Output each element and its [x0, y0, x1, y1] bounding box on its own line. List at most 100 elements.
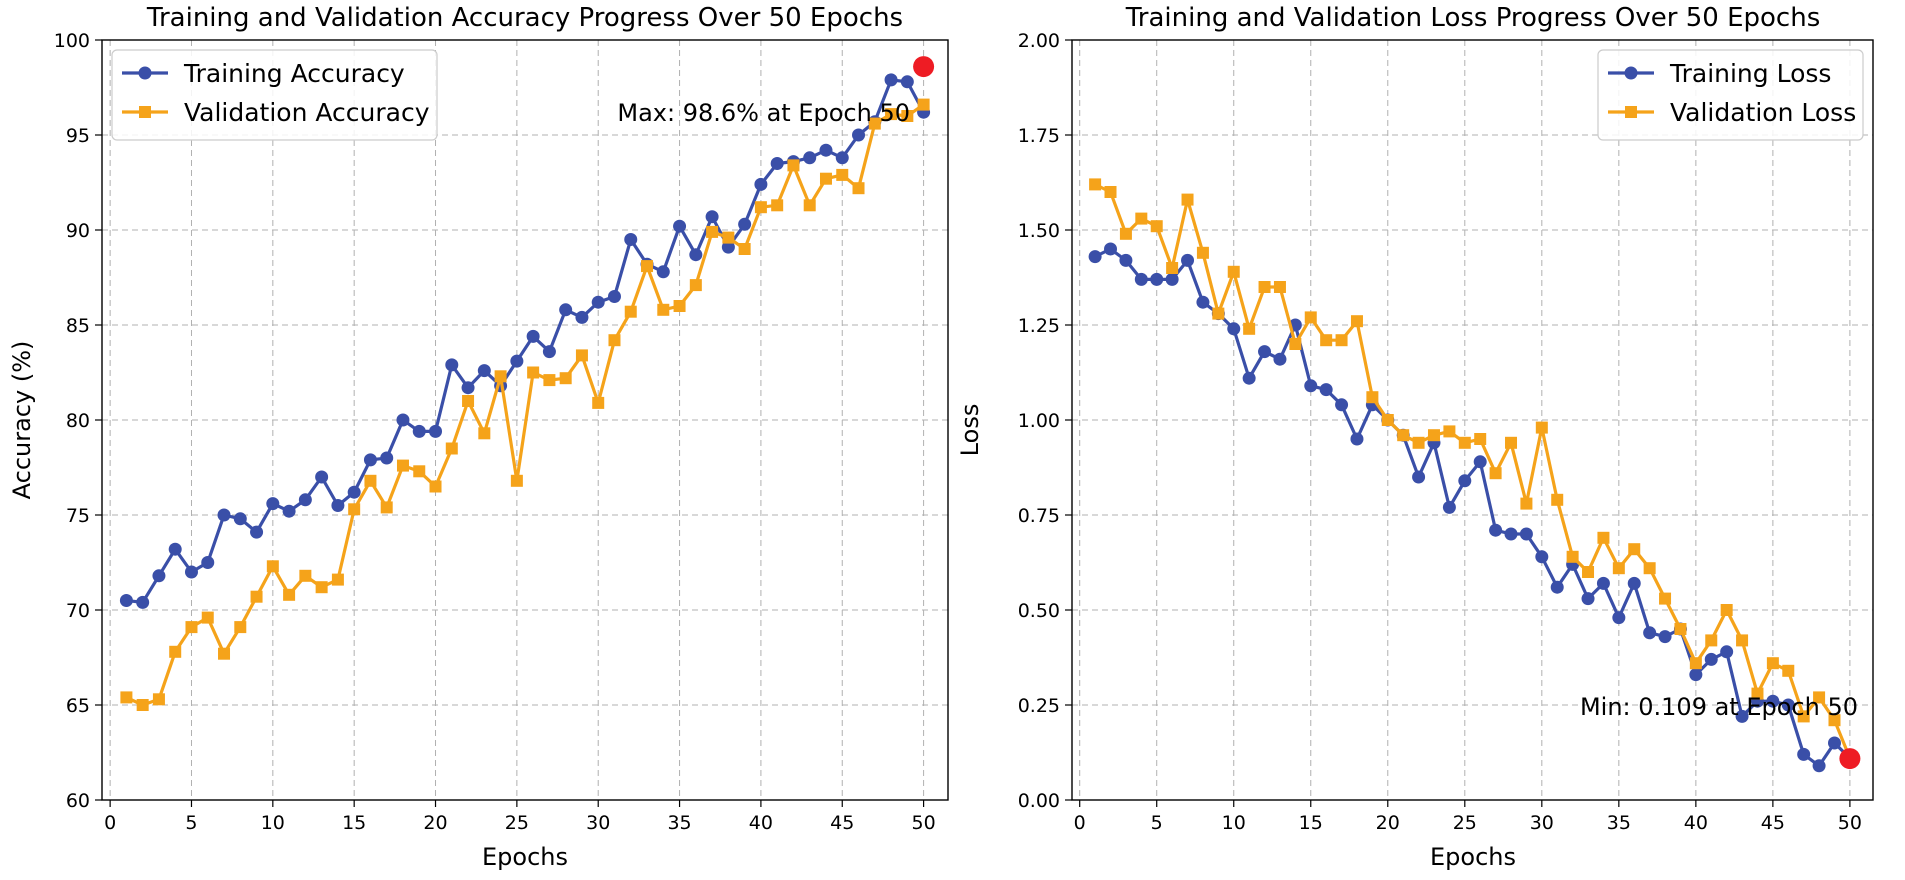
accuracy-validation-point [510, 474, 523, 487]
loss-validation-point [1782, 664, 1795, 677]
loss-y-tick-label: 0.00 [1018, 790, 1060, 812]
accuracy-validation-point [917, 98, 930, 111]
accuracy-y-tick-label: 75 [66, 505, 90, 527]
loss-legend-swatch-marker [1625, 106, 1637, 118]
loss-validation-point [1720, 604, 1733, 616]
accuracy-y-tick-label: 90 [66, 220, 90, 242]
loss-x-tick-label: 20 [1376, 812, 1400, 834]
loss-training-point [1489, 523, 1503, 537]
accuracy-legend-swatch-marker [139, 106, 151, 118]
loss-training-point [1827, 736, 1841, 750]
accuracy-x-tick-label: 5 [185, 812, 197, 834]
loss-training-point [1643, 626, 1657, 640]
loss-validation-point [1366, 391, 1379, 404]
accuracy-validation-point [689, 279, 702, 292]
loss-validation-point [1243, 322, 1256, 335]
accuracy-series-validation [120, 98, 930, 711]
accuracy-validation-point [429, 480, 442, 493]
accuracy-training-point [461, 381, 475, 395]
accuracy-validation-point [250, 590, 263, 603]
accuracy-validation-point [169, 645, 182, 658]
loss-training-point [1227, 322, 1241, 336]
loss-validation-point [1489, 467, 1502, 480]
loss-x-tick-label: 0 [1074, 812, 1086, 834]
accuracy-validation-point [608, 334, 621, 347]
accuracy-training-point [282, 504, 296, 518]
loss-validation-point [1289, 338, 1302, 350]
loss-training-point [1304, 379, 1318, 393]
loss-chart-title: Training and Validation Loss Progress Ov… [1125, 3, 1821, 33]
accuracy-validation-point [624, 305, 637, 318]
loss-validation-point [1227, 265, 1240, 278]
loss-validation-point [1813, 691, 1826, 704]
accuracy-legend-label: Training Accuracy [183, 59, 405, 88]
loss-validation-point [1135, 212, 1148, 225]
accuracy-grid [102, 39, 948, 801]
accuracy-validation-point [771, 199, 784, 212]
loss-y-tick-label: 0.50 [1018, 600, 1060, 622]
accuracy-training-point [624, 233, 638, 246]
loss-validation-point [1258, 281, 1271, 293]
loss-validation-point [1659, 592, 1672, 605]
loss-training-point [1335, 398, 1349, 412]
accuracy-validation-point [575, 349, 588, 362]
accuracy-x-tick-label: 25 [505, 812, 529, 834]
loss-y-tick-label: 1.00 [1018, 410, 1060, 432]
loss-validation-point [1320, 334, 1333, 347]
accuracy-training-point [412, 424, 426, 438]
accuracy-validation-point [331, 573, 344, 586]
loss-training-point [1150, 272, 1164, 286]
accuracy-training-point [526, 329, 540, 343]
accuracy-training-point [705, 210, 719, 224]
accuracy-validation-point [364, 474, 377, 487]
accuracy-training-point [201, 556, 215, 569]
loss-validation-point [1350, 315, 1363, 328]
accuracy-validation-point [901, 110, 914, 122]
loss-validation-point [1689, 657, 1702, 670]
accuracy-training-point [477, 364, 491, 378]
accuracy-training-point [396, 413, 410, 427]
loss-validation-point [1412, 436, 1425, 449]
accuracy-validation-point [559, 372, 572, 385]
accuracy-validation-point [283, 588, 296, 601]
loss-training-point [1658, 630, 1672, 644]
loss-validation-point [1427, 429, 1440, 442]
loss-training-point [1104, 242, 1118, 256]
accuracy-training-point [542, 345, 556, 359]
loss-validation-point [1089, 178, 1102, 191]
loss-chart: Training and Validation Loss Progress Ov… [956, 3, 1874, 871]
accuracy-training-point [559, 303, 573, 317]
accuracy-validation-point [803, 199, 816, 212]
accuracy-y-axis-label: Accuracy (%) [8, 341, 36, 500]
loss-training-point [1627, 576, 1641, 590]
accuracy-y-tick-label: 65 [66, 695, 90, 717]
loss-grid [1072, 39, 1873, 801]
accuracy-validation-point [462, 395, 475, 407]
accuracy-validation-point [885, 108, 898, 121]
accuracy-training-point [266, 497, 280, 511]
accuracy-legend-swatch-marker [138, 66, 152, 80]
loss-y-tick-label: 0.75 [1018, 505, 1060, 527]
accuracy-validation-point [185, 621, 198, 634]
accuracy-validation-point [641, 260, 654, 273]
loss-validation-point [1828, 714, 1841, 727]
loss-validation-point [1751, 687, 1764, 700]
accuracy-x-tick-label: 30 [586, 812, 610, 834]
accuracy-x-tick-label: 40 [749, 812, 773, 834]
loss-validation-point [1150, 220, 1163, 233]
accuracy-training-point [136, 595, 150, 609]
accuracy-highlight-marker [913, 56, 935, 78]
loss-x-tick-label: 25 [1453, 812, 1477, 834]
accuracy-validation-point [657, 303, 670, 316]
accuracy-validation-point [819, 172, 832, 185]
loss-x-tick-label: 15 [1299, 812, 1323, 834]
accuracy-training-point [656, 265, 670, 279]
accuracy-legend: Training Accuracy Validation Accuracy [111, 49, 438, 141]
accuracy-training-point [380, 451, 394, 465]
loss-y-tick-label: 1.25 [1018, 315, 1060, 337]
accuracy-x-tick-label: 0 [104, 812, 116, 834]
accuracy-training-point [217, 508, 231, 522]
loss-validation-point [1212, 307, 1225, 320]
accuracy-training-point [331, 499, 345, 512]
